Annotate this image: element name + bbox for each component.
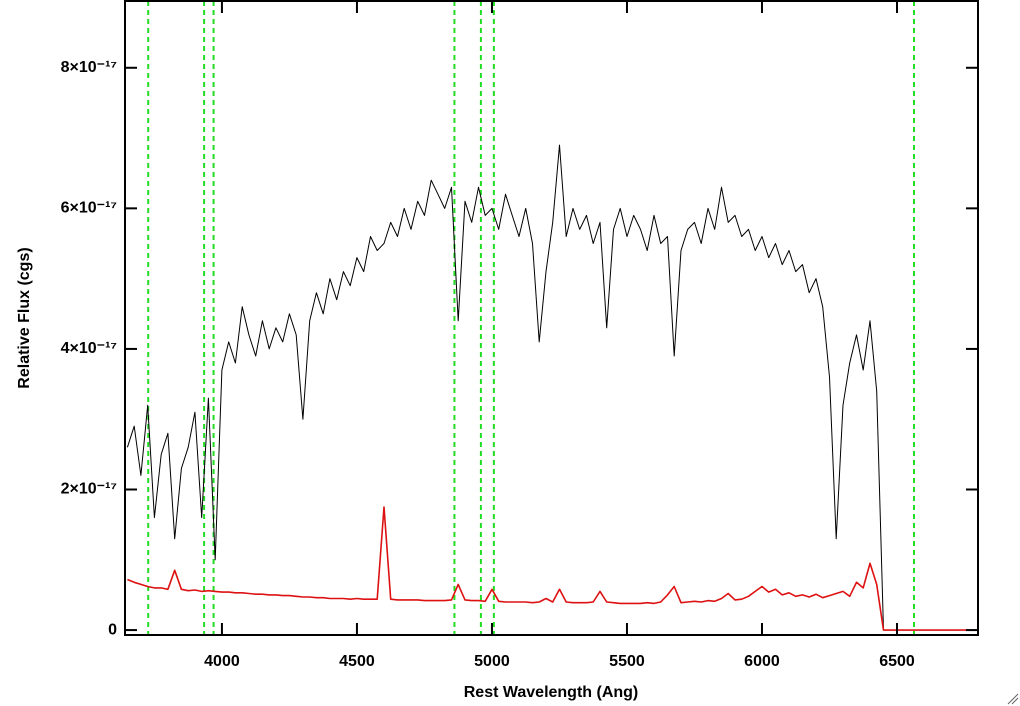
x-tick-label: 6500: [879, 653, 915, 670]
x-tick-label: 5000: [474, 653, 510, 670]
x-tick-label: 4000: [204, 653, 240, 670]
y-tick-label: 6×10⁻¹⁷: [61, 200, 117, 217]
x-axis-label: Rest Wavelength (Ang): [464, 684, 639, 701]
y-tick-label: 2×10⁻¹⁷: [61, 481, 117, 498]
resize-grip: [1007, 693, 1019, 705]
x-tick-label: 6000: [744, 653, 780, 670]
series-line: [127, 506, 978, 631]
y-tick-label: 8×10⁻¹⁷: [61, 59, 117, 76]
plot-frame: [124, 0, 979, 636]
x-tick-label: 5500: [609, 653, 645, 670]
x-tick-label: 4500: [339, 653, 375, 670]
series-line: [126, 144, 884, 631]
y-tick-label: 4×10⁻¹⁷: [61, 340, 117, 357]
y-tick-label: 0: [108, 621, 117, 638]
y-axis-label: Relative Flux (cgs): [16, 247, 33, 388]
